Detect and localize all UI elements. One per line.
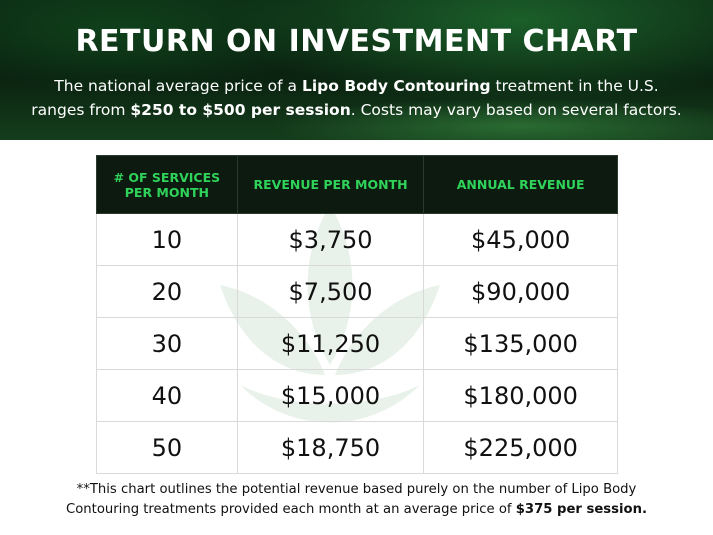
monthly-revenue-cell: $7,500 (236, 265, 425, 318)
table-header-row: # OF SERVICES PER MONTH REVENUE PER MONT… (96, 155, 618, 214)
roi-table-container: # OF SERVICES PER MONTH REVENUE PER MONT… (96, 155, 618, 474)
annual-revenue-cell: $225,000 (423, 421, 618, 474)
page-title: RETURN ON INVESTMENT CHART (75, 24, 638, 59)
footnote-line-2: Contouring treatments provided each mont… (66, 502, 516, 517)
services-cell: 10 (96, 213, 238, 266)
column-header-services: # OF SERVICES PER MONTH (96, 155, 238, 214)
services-cell: 50 (96, 421, 238, 474)
column-header-annual: ANNUAL REVENUE (423, 155, 618, 214)
table-row: 30 $11,250 $135,000 (96, 317, 618, 370)
intro-part-2: treatment in the U.S. (490, 77, 659, 95)
intro-part-4: . Costs may vary based on several factor… (350, 101, 682, 119)
table-row: 50 $18,750 $225,000 (96, 421, 618, 474)
footnote: **This chart outlines the potential reve… (20, 480, 693, 520)
footnote-line-1: **This chart outlines the potential reve… (76, 482, 637, 497)
services-cell: 30 (96, 317, 238, 370)
intro-text: The national average price of a Lipo Bod… (0, 74, 713, 122)
annual-revenue-cell: $180,000 (423, 369, 618, 422)
annual-revenue-cell: $45,000 (423, 213, 618, 266)
intro-treatment: Lipo Body Contouring (301, 77, 491, 95)
monthly-revenue-cell: $15,000 (236, 369, 425, 422)
intro-range: $250 to $500 per session (130, 101, 351, 119)
footnote-price: $375 per session. (515, 502, 647, 517)
monthly-revenue-cell: $18,750 (236, 421, 425, 474)
table-row: 10 $3,750 $45,000 (96, 213, 618, 266)
table-row: 20 $7,500 $90,000 (96, 265, 618, 318)
services-cell: 40 (96, 369, 238, 422)
hero-banner: RETURN ON INVESTMENT CHART The national … (0, 0, 713, 140)
intro-part-3: ranges from (31, 101, 131, 119)
annual-revenue-cell: $135,000 (423, 317, 618, 370)
column-header-monthly: REVENUE PER MONTH (236, 155, 425, 214)
services-cell: 20 (96, 265, 238, 318)
roi-table: # OF SERVICES PER MONTH REVENUE PER MONT… (96, 155, 618, 474)
annual-revenue-cell: $90,000 (423, 265, 618, 318)
monthly-revenue-cell: $11,250 (236, 317, 425, 370)
monthly-revenue-cell: $3,750 (236, 213, 425, 266)
intro-part-1: The national average price of a (54, 77, 302, 95)
table-row: 40 $15,000 $180,000 (96, 369, 618, 422)
